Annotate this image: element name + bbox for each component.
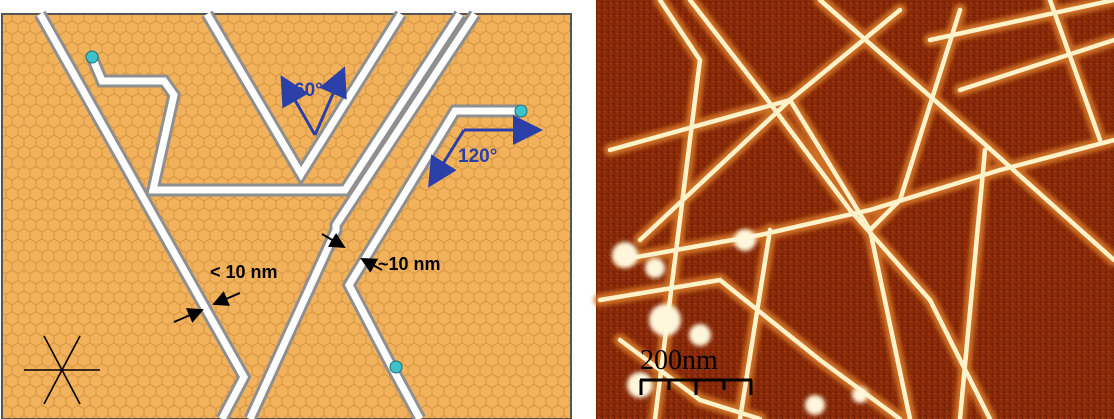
gap-label: < 10 nm xyxy=(210,262,278,282)
angle-120-arrows xyxy=(428,115,543,188)
nanoparticle-2 xyxy=(514,104,528,118)
scale-bar: 200nm xyxy=(639,345,753,395)
width-dimension-arrows xyxy=(321,232,383,273)
angle-60-label: 60° xyxy=(294,80,323,101)
afm-panel: 200nm xyxy=(593,0,1114,419)
angle-120-label: 120° xyxy=(458,146,497,167)
schematic-panel: 60° 120° < 10 nm ~10 nm xyxy=(1,10,572,419)
honeycomb-lattice xyxy=(2,14,571,419)
angle-60-arrows xyxy=(280,66,347,136)
schematic-border xyxy=(1,13,572,419)
etched-trenches xyxy=(34,10,521,419)
afm-particle-clusters xyxy=(612,229,868,415)
width-label: ~10 nm xyxy=(378,254,441,274)
gap-dimension-arrows xyxy=(173,291,241,323)
lattice-direction-star-icon xyxy=(24,335,100,405)
scale-bar-label: 200nm xyxy=(640,345,718,376)
nanoparticle-1 xyxy=(85,50,99,64)
nanoparticle-3 xyxy=(389,360,403,374)
